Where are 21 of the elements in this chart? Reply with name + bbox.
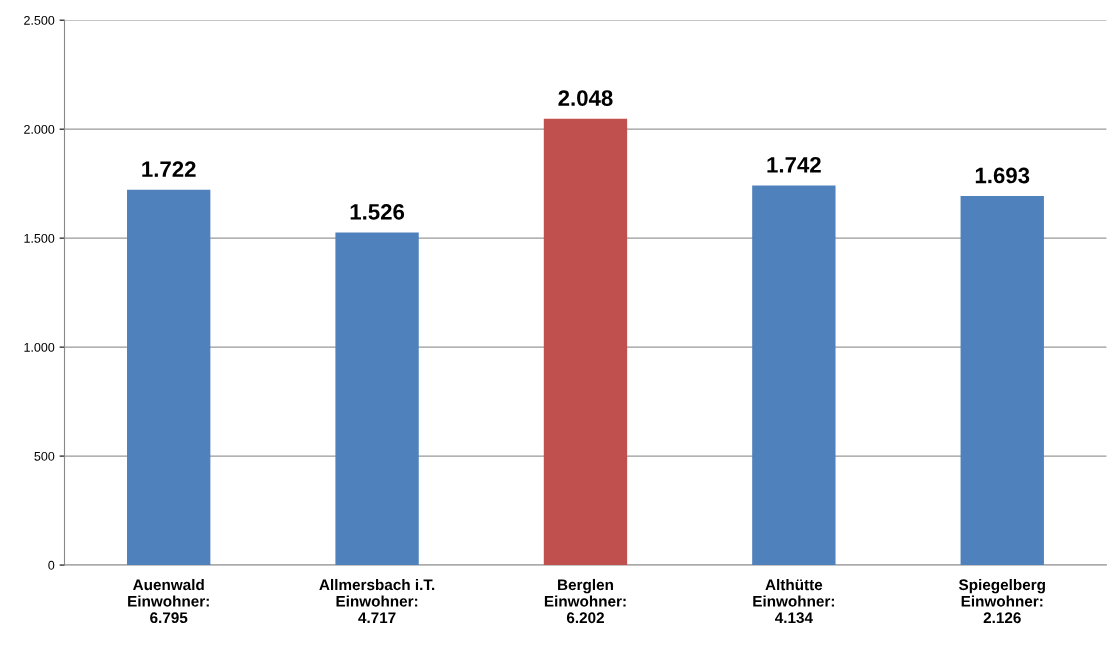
y-tick-label: 500: [34, 451, 55, 461]
bar: [543, 118, 628, 566]
bar: [335, 232, 419, 566]
bar: [752, 185, 836, 566]
bar: [127, 189, 211, 566]
data-label: 2.048: [558, 90, 613, 106]
y-tick-label: 1.500: [24, 233, 55, 243]
data-label: 1.722: [142, 161, 196, 177]
x-tick-label: Allmersbach i.T. Einwohner: 4.717: [319, 578, 435, 623]
x-tick-label: Spiegelberg Einwohner: 2.126: [958, 578, 1045, 624]
data-label: 1.693: [975, 167, 1030, 184]
data-label: 1.742: [767, 156, 821, 173]
y-tick-label: 2.500: [24, 15, 55, 25]
y-tick-label: 2.000: [24, 124, 55, 134]
y-tick-label: 1.000: [24, 342, 55, 352]
bar: [960, 196, 1044, 566]
x-tick-label: Althütte Einwohner: 4.134: [753, 578, 834, 624]
x-tick-label: Auenwald Einwohner: 6.795: [128, 578, 209, 624]
y-tick-label: 0: [48, 560, 55, 570]
x-tick-label: Berglen Einwohner: 6.202: [544, 578, 626, 624]
data-label: 1.526: [350, 204, 405, 220]
